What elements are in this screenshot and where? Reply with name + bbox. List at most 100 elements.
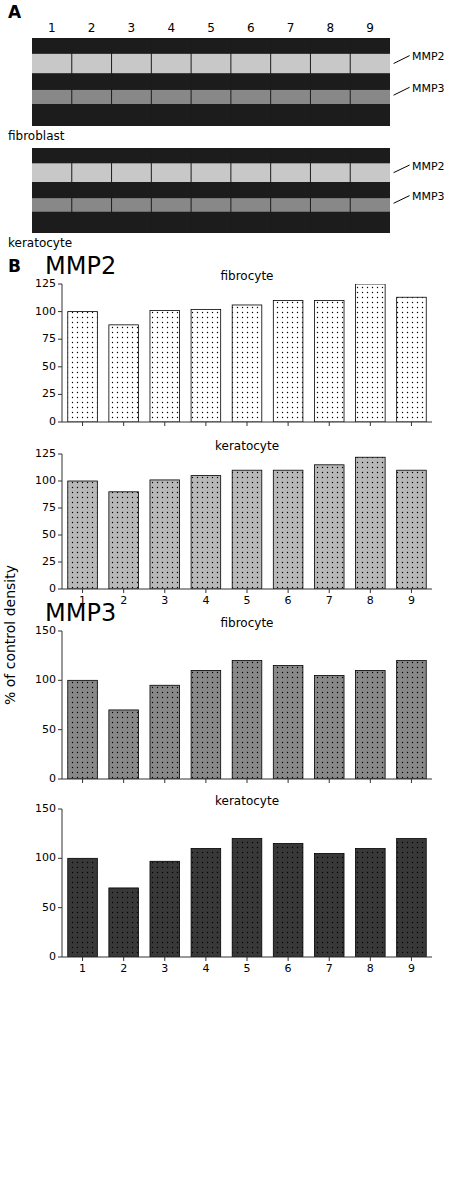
y-tick-label: 125 <box>35 447 56 460</box>
bar <box>273 301 303 422</box>
x-tick <box>123 422 124 426</box>
y-tick <box>58 508 62 509</box>
bar-chart: keratocyte0255075100125123456789 <box>35 439 432 607</box>
x-tick-label: 8 <box>367 962 374 975</box>
lane-number: 7 <box>287 21 295 35</box>
x-tick <box>329 957 330 961</box>
lane-separator <box>350 38 351 126</box>
x-tick <box>164 957 165 961</box>
x-axis <box>62 779 432 780</box>
bar <box>109 492 139 589</box>
bars <box>68 839 426 957</box>
x-tick-label: 7 <box>326 594 333 607</box>
bar <box>314 853 344 957</box>
y-tick-label: 150 <box>35 624 56 637</box>
lane-separator <box>310 148 311 233</box>
bar <box>191 670 221 779</box>
gel-band <box>32 198 390 212</box>
bar-chart: MMP3fibrocyte050100150 <box>35 599 432 785</box>
y-tick-label: 125 <box>35 277 56 290</box>
band-pointer <box>394 56 410 64</box>
x-axis <box>62 957 432 958</box>
x-tick-label: 9 <box>408 962 415 975</box>
bar <box>356 457 386 589</box>
bar <box>232 305 262 422</box>
section-title: MMP3 <box>45 599 116 627</box>
x-tick <box>123 957 124 961</box>
x-tick-label: 3 <box>161 594 168 607</box>
bars <box>68 661 426 779</box>
x-tick-label: 5 <box>244 962 251 975</box>
gel-band <box>32 90 390 104</box>
lane-number: 8 <box>327 21 335 35</box>
y-tick-label: 50 <box>42 528 56 541</box>
lane-number: 4 <box>167 21 175 35</box>
y-tick-label: 150 <box>35 802 56 815</box>
bar <box>356 848 386 957</box>
bar <box>397 839 427 957</box>
y-tick <box>58 957 62 958</box>
lane-separator <box>350 148 351 233</box>
lane-separator <box>230 38 231 126</box>
bar <box>150 480 180 589</box>
lane-separator <box>71 38 72 126</box>
y-tick <box>58 907 62 908</box>
lane-separator <box>191 148 192 233</box>
x-tick-label: 8 <box>367 594 374 607</box>
lane-number: 3 <box>128 21 136 35</box>
x-tick <box>205 422 206 426</box>
lane-separator <box>111 148 112 233</box>
bar <box>232 839 262 957</box>
lane-separator <box>71 148 72 233</box>
x-tick <box>164 779 165 783</box>
x-tick <box>164 589 165 593</box>
y-tick <box>58 535 62 536</box>
x-tick <box>205 779 206 783</box>
y-tick <box>58 729 62 730</box>
y-tick <box>58 589 62 590</box>
gel: MMP2MMP3keratocyte <box>8 148 445 250</box>
x-tick <box>329 422 330 426</box>
bar <box>397 661 427 779</box>
y-tick-label: 0 <box>49 772 56 785</box>
x-tick <box>329 779 330 783</box>
y-tick <box>58 631 62 632</box>
cell-type-label: keratocyte <box>8 236 72 250</box>
x-tick-label: 4 <box>202 962 209 975</box>
bar <box>109 888 139 957</box>
y-tick-label: 0 <box>49 415 56 428</box>
x-tick <box>247 589 248 593</box>
x-tick <box>247 422 248 426</box>
y-tick-label: 50 <box>42 360 56 373</box>
bar <box>356 670 386 779</box>
y-axis <box>62 809 63 957</box>
y-tick <box>58 366 62 367</box>
bar <box>273 470 303 589</box>
x-tick <box>123 779 124 783</box>
y-tick-label: 100 <box>35 673 56 686</box>
lane-number: 9 <box>366 21 374 35</box>
lane-number: 6 <box>247 21 255 35</box>
bar <box>109 710 139 779</box>
y-tick <box>58 394 62 395</box>
y-tick-label: 100 <box>35 305 56 318</box>
x-tick <box>411 422 412 426</box>
x-tick <box>411 589 412 593</box>
band-pointer <box>394 87 410 95</box>
chart-title: keratocyte <box>215 439 279 453</box>
x-tick <box>411 779 412 783</box>
x-tick-label: 2 <box>120 594 127 607</box>
lane-separator <box>151 148 152 233</box>
bar <box>68 481 98 589</box>
y-tick-label: 100 <box>35 474 56 487</box>
x-tick-label: 1 <box>79 962 86 975</box>
bar-chart: keratocyte050100150123456789 <box>35 794 432 975</box>
bar <box>150 310 180 422</box>
bar <box>314 675 344 779</box>
y-tick <box>58 422 62 423</box>
x-tick <box>288 779 289 783</box>
y-axis <box>62 454 63 589</box>
y-axis-label: % of control density <box>2 565 18 705</box>
bar <box>191 309 221 422</box>
y-tick <box>58 779 62 780</box>
